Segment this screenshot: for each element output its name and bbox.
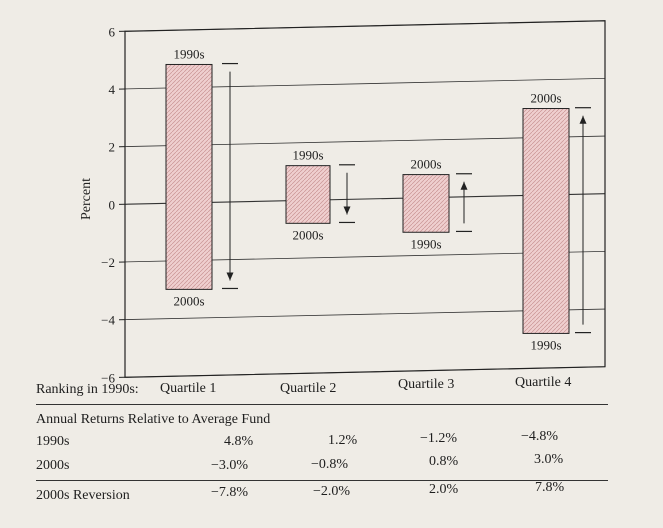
row-1990s-q1: 4.8% — [224, 434, 254, 449]
labels: 6 4 2 0 −2 −4 −6 Percent 1990s 2000s 1990s 2000s 200… — [79, 24, 562, 385]
bar-3-top-label: 2000s — [410, 157, 441, 172]
bar-2-top-label: 1990s — [292, 148, 323, 163]
reversion-q1: −7.8% — [211, 485, 249, 500]
reversion-q3: 2.0% — [429, 482, 459, 497]
reversion-q2: −2.0% — [313, 484, 351, 499]
y-tick-label: 2 — [109, 140, 116, 155]
row-1990s-q4: −4.8% — [521, 429, 559, 444]
row-2000s-q4: 3.0% — [534, 452, 564, 467]
bar-4-top-label: 2000s — [530, 91, 561, 106]
bar-4-bottom-label: 1990s — [530, 337, 561, 352]
bar-1 — [165, 63, 213, 290]
reversion-label: 2000s Reversion — [36, 488, 130, 503]
y-tick-label: 6 — [109, 24, 116, 39]
row-2000s-q2: −0.8% — [311, 457, 349, 472]
bar-2 — [285, 165, 331, 224]
y-axis-label: Percent — [79, 178, 94, 220]
y-tick-label: −4 — [101, 313, 115, 328]
floating-bar-chart: 6 4 2 0 −2 −4 −6 Percent 1990s 2000s 1990s 2000s 200… — [79, 20, 606, 385]
row-1990s-label: 1990s — [36, 434, 70, 449]
row-2000s-q1: −3.0% — [211, 458, 249, 473]
reversion-q4: 7.8% — [535, 480, 565, 495]
row-2000s-q3: 0.8% — [429, 454, 459, 469]
axes — [118, 20, 606, 378]
bar-2-arrow-head — [343, 206, 351, 215]
bar-1-arrow-head — [226, 272, 234, 281]
bar-1-top-label: 1990s — [173, 46, 204, 61]
row-2000s-label: 2000s — [36, 458, 70, 473]
bar-2-bottom-label: 2000s — [292, 227, 323, 242]
section-title: Annual Returns Relative to Average Fund — [36, 412, 271, 427]
table-rule-bottom — [36, 480, 608, 481]
bar-1-bottom-label: 2000s — [173, 293, 204, 308]
y-tick-label: 0 — [109, 197, 116, 212]
y-tick-label: −6 — [101, 370, 115, 385]
bars — [165, 62, 591, 334]
bar-3-arrow-head — [460, 181, 468, 190]
y-tick-label: 4 — [109, 82, 116, 97]
table-rule-top — [36, 404, 608, 405]
y-tick-label: −2 — [101, 255, 115, 270]
bar-4-arrow-head — [579, 115, 587, 124]
bar-3-bottom-label: 1990s — [410, 236, 441, 251]
row-1990s-q3: −1.2% — [420, 431, 458, 446]
row-1990s-q2: 1.2% — [328, 433, 358, 448]
bar-3 — [402, 174, 450, 233]
bar-4 — [522, 108, 570, 334]
